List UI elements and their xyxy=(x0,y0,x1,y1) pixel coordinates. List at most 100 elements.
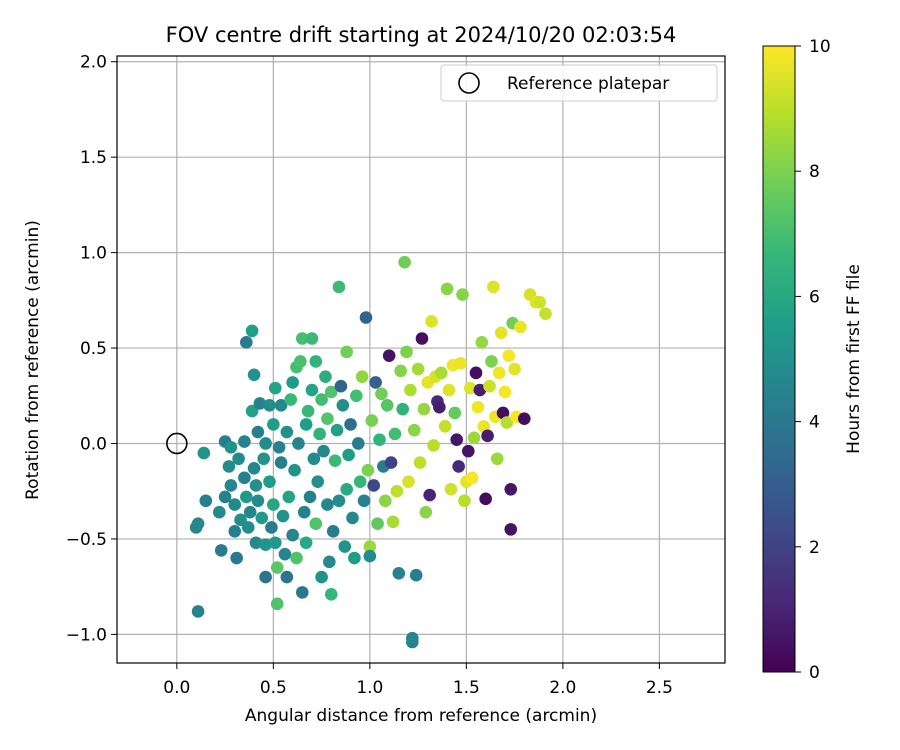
colorbar-tick-label: 6 xyxy=(809,287,820,307)
scatter-point xyxy=(228,498,242,511)
reference-point-marker xyxy=(166,432,188,455)
scatter-point xyxy=(307,452,321,466)
colorbar-tick-label: 10 xyxy=(809,37,831,57)
scatter-point xyxy=(311,475,325,488)
scatter-point xyxy=(282,490,296,504)
scatter-point xyxy=(251,494,265,508)
scatter-point xyxy=(272,441,286,454)
y-tick-label: 0.5 xyxy=(80,339,107,359)
scatter-point xyxy=(199,494,213,508)
chart-title: FOV centre drift starting at 2024/10/20 … xyxy=(166,23,677,47)
scatter-point xyxy=(363,549,377,563)
scatter-point xyxy=(332,280,346,294)
scatter-point xyxy=(427,439,440,452)
scatter-point xyxy=(392,566,406,580)
scatter-point xyxy=(517,412,531,425)
scatter-point xyxy=(245,404,259,418)
scatter-point xyxy=(332,494,346,508)
scatter-point xyxy=(309,517,323,530)
scatter-point xyxy=(433,400,446,414)
scatter-point xyxy=(315,570,328,584)
scatter-point xyxy=(363,540,377,553)
scatter-point xyxy=(490,452,504,466)
scatter-point xyxy=(390,484,404,498)
scatter-point xyxy=(479,492,492,506)
scatter-point xyxy=(508,362,521,376)
scatter-point xyxy=(240,336,253,349)
scatter-point xyxy=(355,370,369,383)
colorbar-tick-label: 4 xyxy=(809,413,820,433)
scatter-point xyxy=(267,418,280,431)
scatter-point xyxy=(241,521,255,534)
x-tick-label: 2.0 xyxy=(549,678,576,698)
scatter-point xyxy=(481,429,494,443)
scatter-point xyxy=(400,345,413,359)
scatter-point xyxy=(485,355,498,368)
legend-entry-reference: Reference platepar xyxy=(507,74,669,94)
scatter-point xyxy=(263,399,276,412)
scatter-point xyxy=(255,511,269,525)
scatter-point xyxy=(326,524,340,538)
scatter-point xyxy=(305,383,319,397)
scatter-point xyxy=(465,471,479,485)
scatter-point xyxy=(475,336,489,349)
scatter-point xyxy=(415,332,429,345)
scatter-point xyxy=(313,427,326,441)
scatter-point xyxy=(197,446,211,460)
colorbar-tick-label: 2 xyxy=(809,538,820,558)
scatter-point xyxy=(380,399,394,412)
scatter-point xyxy=(350,389,363,403)
scatter-point xyxy=(442,383,456,397)
scatter-point xyxy=(458,494,471,508)
x-axis-label: Angular distance from reference (arcmin) xyxy=(245,706,597,726)
scatter-point xyxy=(274,456,288,469)
scatter-point xyxy=(504,482,518,496)
scatter-point xyxy=(357,494,371,508)
scatter-point xyxy=(253,397,267,410)
scatter-point xyxy=(321,498,334,511)
scatter-point xyxy=(284,393,298,406)
x-tick-label: 2.5 xyxy=(646,678,673,698)
scatter-point xyxy=(419,505,433,519)
scatter-point xyxy=(267,498,280,511)
scatter-point xyxy=(238,435,251,448)
scatter-point xyxy=(477,420,491,433)
scatter-point xyxy=(228,524,242,538)
colorbar-tick-label: 0 xyxy=(809,663,820,683)
scatter-point xyxy=(342,448,355,462)
scatter-point xyxy=(353,475,367,488)
scatter-point xyxy=(438,420,452,433)
scatter-point xyxy=(348,551,361,565)
scatter-point xyxy=(212,505,226,519)
scatter-point xyxy=(290,551,303,565)
scatter-point xyxy=(373,433,386,446)
scatter-point xyxy=(467,431,481,445)
scatter-point xyxy=(191,605,205,618)
scatter-point xyxy=(321,412,334,425)
scatter-point xyxy=(295,332,309,345)
scatter-point xyxy=(305,332,319,345)
scatter-point xyxy=(232,452,245,466)
scatter-point xyxy=(351,437,365,450)
scatter-point xyxy=(240,490,253,504)
scatter-point xyxy=(425,315,438,328)
scatter-point xyxy=(533,295,547,309)
scatter-point xyxy=(259,437,272,450)
scatter-point xyxy=(270,561,284,574)
scatter-point xyxy=(280,425,294,439)
scatter-point xyxy=(371,517,384,530)
scatter-point xyxy=(247,462,261,475)
x-axis-ticks: 0.0 0.5 1.0 1.5 2.0 2.5 xyxy=(163,663,673,698)
scatter-point xyxy=(276,509,290,523)
scatter-point xyxy=(297,505,311,519)
scatter-point xyxy=(301,404,315,418)
scatter-point xyxy=(502,349,516,362)
scatter-point xyxy=(461,444,475,458)
grid xyxy=(117,56,725,663)
scatter-point xyxy=(463,381,477,395)
y-tick-label: 0.0 xyxy=(80,434,107,454)
scatter-point xyxy=(409,568,423,582)
scatter-point xyxy=(319,370,332,383)
scatter-point xyxy=(340,345,353,359)
